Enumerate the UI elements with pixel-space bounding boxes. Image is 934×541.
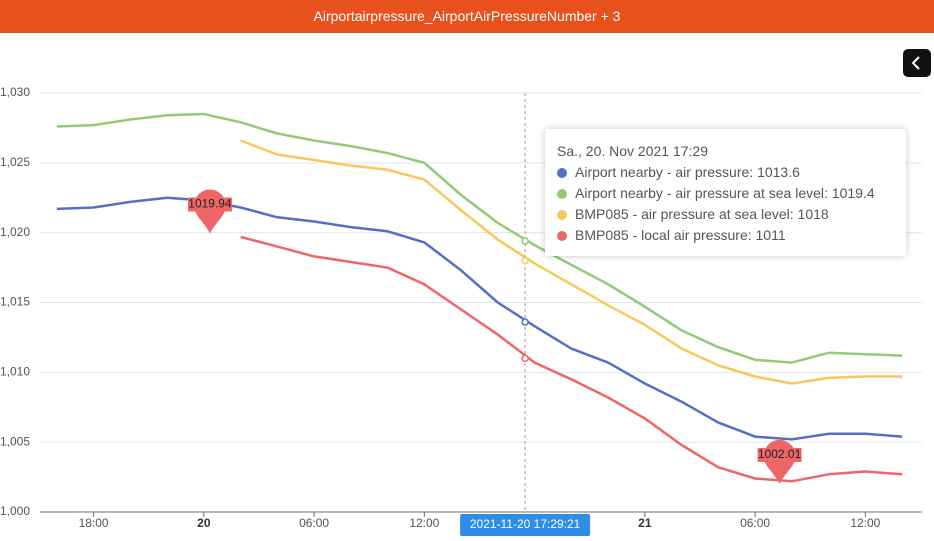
tooltip-item: Airport nearby - air pressure: 1013.6 (557, 162, 894, 183)
y-tick-label: 1,030 (0, 85, 30, 99)
series-line (56, 112, 903, 364)
mark-label: 1002.01 (758, 447, 802, 461)
x-tick-label: 12:00 (850, 516, 880, 530)
y-tick-label: 1,000 (0, 504, 30, 518)
tooltip-label: Airport nearby - air pressure at sea lev… (575, 185, 875, 201)
tooltip-label: Airport nearby - air pressure: 1013.6 (575, 164, 800, 180)
x-tick-label: 06:00 (299, 516, 329, 530)
mark-label-bg (187, 197, 232, 212)
back-button[interactable] (903, 49, 931, 77)
y-tick-label: 1,005 (0, 434, 30, 448)
tooltip-item: BMP085 - local air pressure: 1011 (557, 225, 894, 246)
x-tick-label: 06:00 (740, 516, 770, 530)
tooltip-item: Airport nearby - air pressure at sea lev… (557, 183, 894, 204)
series-line (240, 139, 903, 385)
tooltip-title: Sa., 20. Nov 2021 17:29 (557, 143, 708, 159)
back-icon (911, 56, 920, 70)
x-tick-label: 21 (638, 516, 652, 530)
legend-dot (557, 168, 567, 178)
legend-dot (557, 210, 567, 220)
mark-label-bg (757, 447, 802, 462)
x-tick-label: 12:00 (409, 516, 439, 530)
pointer-label: 2021-11-20 17:29:21 (470, 517, 581, 531)
pointer-dot (521, 354, 529, 363)
series-line (240, 235, 903, 483)
header-title: Airportairpressure_AirportAirPressureNum… (0, 0, 934, 33)
pointer-dot (521, 256, 529, 265)
x-tick-label: 20 (197, 516, 211, 530)
y-tick-label: 1,015 (0, 295, 30, 309)
pointer-dot (521, 318, 529, 326)
legend-dot (557, 231, 567, 241)
x-tick-label: 18:00 (79, 516, 109, 530)
mark-label: 1019.94 (188, 197, 232, 211)
y-tick-label: 1,020 (0, 225, 30, 239)
pointer-dot (521, 237, 529, 245)
tooltip: Sa., 20. Nov 2021 17:29 Airport nearby -… (545, 129, 906, 256)
y-tick-label: 1,025 (0, 155, 30, 169)
tooltip-item: BMP085 - air pressure at sea level: 1018 (557, 204, 894, 225)
legend-dot (557, 189, 567, 199)
tooltip-label: BMP085 - local air pressure: 1011 (575, 227, 786, 243)
tooltip-label: BMP085 - air pressure at sea level: 1018 (575, 206, 829, 222)
y-tick-label: 1,010 (0, 365, 30, 379)
pointer-label-box (460, 514, 591, 536)
